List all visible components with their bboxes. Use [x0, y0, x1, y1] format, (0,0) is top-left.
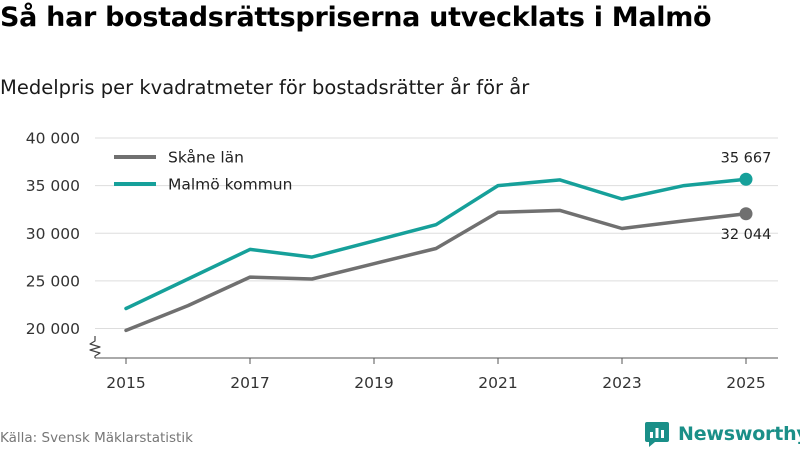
- chart-subtitle: Medelpris per kvadratmeter för bostadsrä…: [0, 76, 530, 99]
- chart-title: Så har bostadsrättspriserna utvecklats i…: [0, 2, 712, 33]
- series-line-malmo: [124, 177, 748, 311]
- series-end-point: [739, 207, 753, 221]
- x-tick-label: 2017: [230, 374, 269, 392]
- source-note: Källa: Svensk Mäklarstatistik: [0, 430, 193, 446]
- series-end-label: 35 667: [721, 150, 772, 166]
- series-line-skane: [124, 208, 748, 333]
- x-tick-label: 2021: [478, 374, 517, 392]
- x-tick-label: 2019: [354, 374, 393, 392]
- legend-label: Skåne län: [168, 149, 244, 167]
- x-tick-label: 2023: [602, 374, 641, 392]
- newsworthy-logo-icon: [645, 422, 669, 447]
- y-tick-label: 30 000: [26, 225, 80, 243]
- y-tick-label: 40 000: [26, 130, 80, 148]
- x-tick-label: 2025: [726, 374, 765, 392]
- series-end-point: [739, 172, 753, 186]
- x-tick-label: 2015: [106, 374, 145, 392]
- series-end-label: 32 044: [721, 227, 772, 243]
- newsworthy-logo: Newsworthy: [644, 420, 800, 448]
- y-tick-label: 25 000: [26, 272, 80, 290]
- y-tick-label: 35 000: [26, 177, 80, 195]
- axis-break-icon: [89, 336, 101, 358]
- legend-label: Malmö kommun: [168, 176, 292, 194]
- y-tick-label: 20 000: [26, 320, 80, 338]
- brand-name: Newsworthy: [678, 423, 800, 445]
